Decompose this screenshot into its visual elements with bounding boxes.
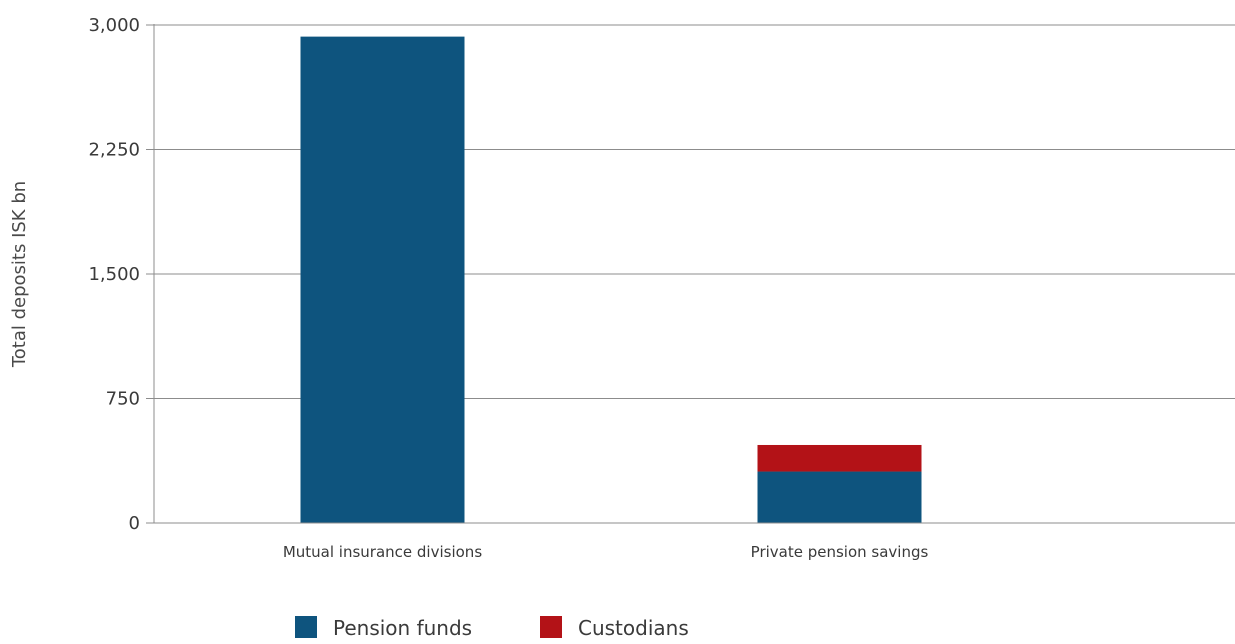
legend-item-custodians: Custodians [540, 616, 689, 640]
axes [153, 24, 1235, 524]
y-tick-label: 3,000 [88, 15, 140, 36]
x-category-label: Private pension savings [751, 543, 929, 561]
legend-label: Custodians [578, 616, 689, 640]
y-tick-label: 1,500 [88, 264, 140, 285]
bar-pension-funds-1 [757, 471, 922, 523]
y-tick-label: 750 [106, 389, 140, 410]
legend-item-pension-funds: Pension funds [295, 616, 472, 640]
x-category-label: Mutual insurance divisions [283, 543, 482, 561]
y-tick-label: 0 [129, 513, 140, 534]
legend-label: Pension funds [333, 616, 472, 640]
bar-pension-funds-0 [300, 36, 465, 524]
bar-custodians-1 [757, 444, 922, 472]
legend-swatch [295, 616, 317, 638]
x-category-labels: Mutual insurance divisions Private pensio… [283, 543, 929, 561]
y-axis-title: Total deposits ISK bn [9, 181, 30, 368]
bars [300, 36, 922, 524]
legend-swatch [540, 616, 562, 638]
legend: Pension funds Custodians [295, 616, 689, 640]
y-tick-labels: 0 750 1,500 2,250 3,000 [88, 15, 140, 534]
y-tick-label: 2,250 [88, 140, 140, 161]
